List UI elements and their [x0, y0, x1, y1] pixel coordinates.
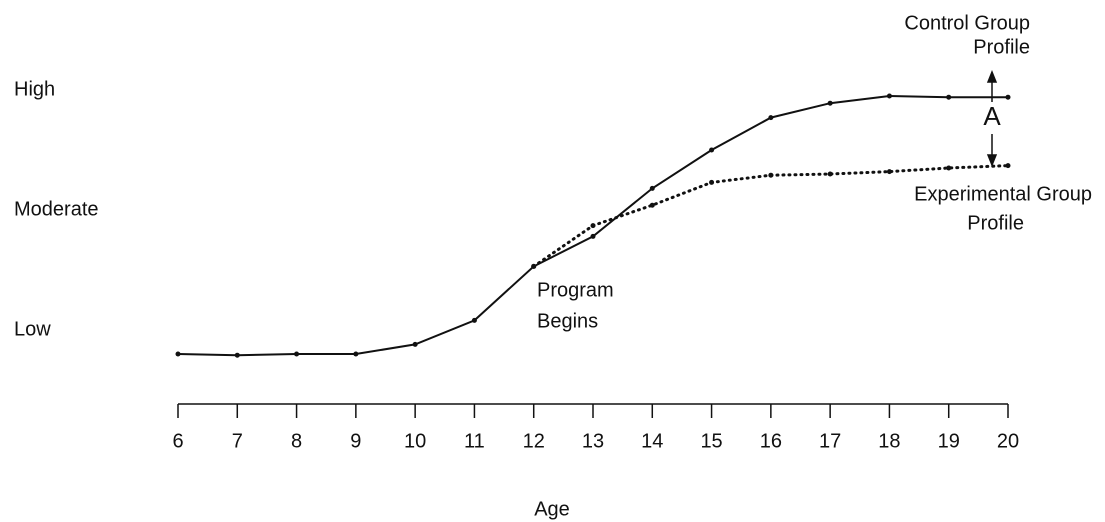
y-tick-label: High	[14, 78, 55, 100]
point	[353, 351, 359, 357]
point	[175, 351, 181, 357]
x-tick-label: 11	[464, 430, 485, 452]
point	[234, 352, 240, 358]
point	[412, 341, 418, 347]
x-tick-label: 7	[232, 430, 243, 452]
x-tick-label: 12	[523, 430, 545, 452]
point	[649, 185, 655, 191]
point	[649, 202, 655, 208]
point	[531, 263, 537, 269]
point	[590, 233, 596, 239]
x-axis-label: Age	[534, 498, 570, 520]
x-tick-label: 10	[404, 430, 426, 452]
point	[886, 93, 892, 99]
y-tick-label: Moderate	[14, 198, 99, 220]
annotation: Begins	[537, 310, 598, 332]
annotation: Experimental Group	[914, 183, 1092, 205]
point	[946, 94, 952, 100]
annotation: Profile	[973, 36, 1030, 58]
point	[1005, 94, 1011, 100]
annotation: Profile	[967, 212, 1024, 234]
point	[768, 172, 774, 178]
y-tick-label: Low	[14, 318, 51, 340]
x-tick-label: 18	[878, 430, 900, 452]
x-tick-label: 8	[291, 430, 302, 452]
x-tick-label: 20	[997, 430, 1019, 452]
annotation: A	[983, 101, 1001, 131]
x-tick-label: 13	[582, 430, 604, 452]
point	[294, 351, 300, 357]
x-tick-label: 17	[819, 430, 841, 452]
point	[768, 115, 774, 121]
x-tick-label: 9	[350, 430, 361, 452]
x-tick-label: 16	[760, 430, 782, 452]
x-tick-label: 19	[938, 430, 960, 452]
point	[1005, 163, 1011, 169]
series-line	[532, 164, 1010, 268]
annotation: Control Group	[904, 12, 1030, 34]
annotation: Program	[537, 279, 614, 301]
point	[827, 100, 833, 106]
point	[471, 317, 477, 323]
point	[886, 169, 892, 175]
point	[827, 171, 833, 177]
point	[709, 147, 715, 153]
point	[590, 223, 596, 229]
x-tick-label: 14	[641, 430, 663, 452]
point	[709, 179, 715, 185]
x-tick-label: 15	[700, 430, 722, 452]
point	[946, 165, 952, 171]
x-tick-label: 6	[172, 430, 183, 452]
